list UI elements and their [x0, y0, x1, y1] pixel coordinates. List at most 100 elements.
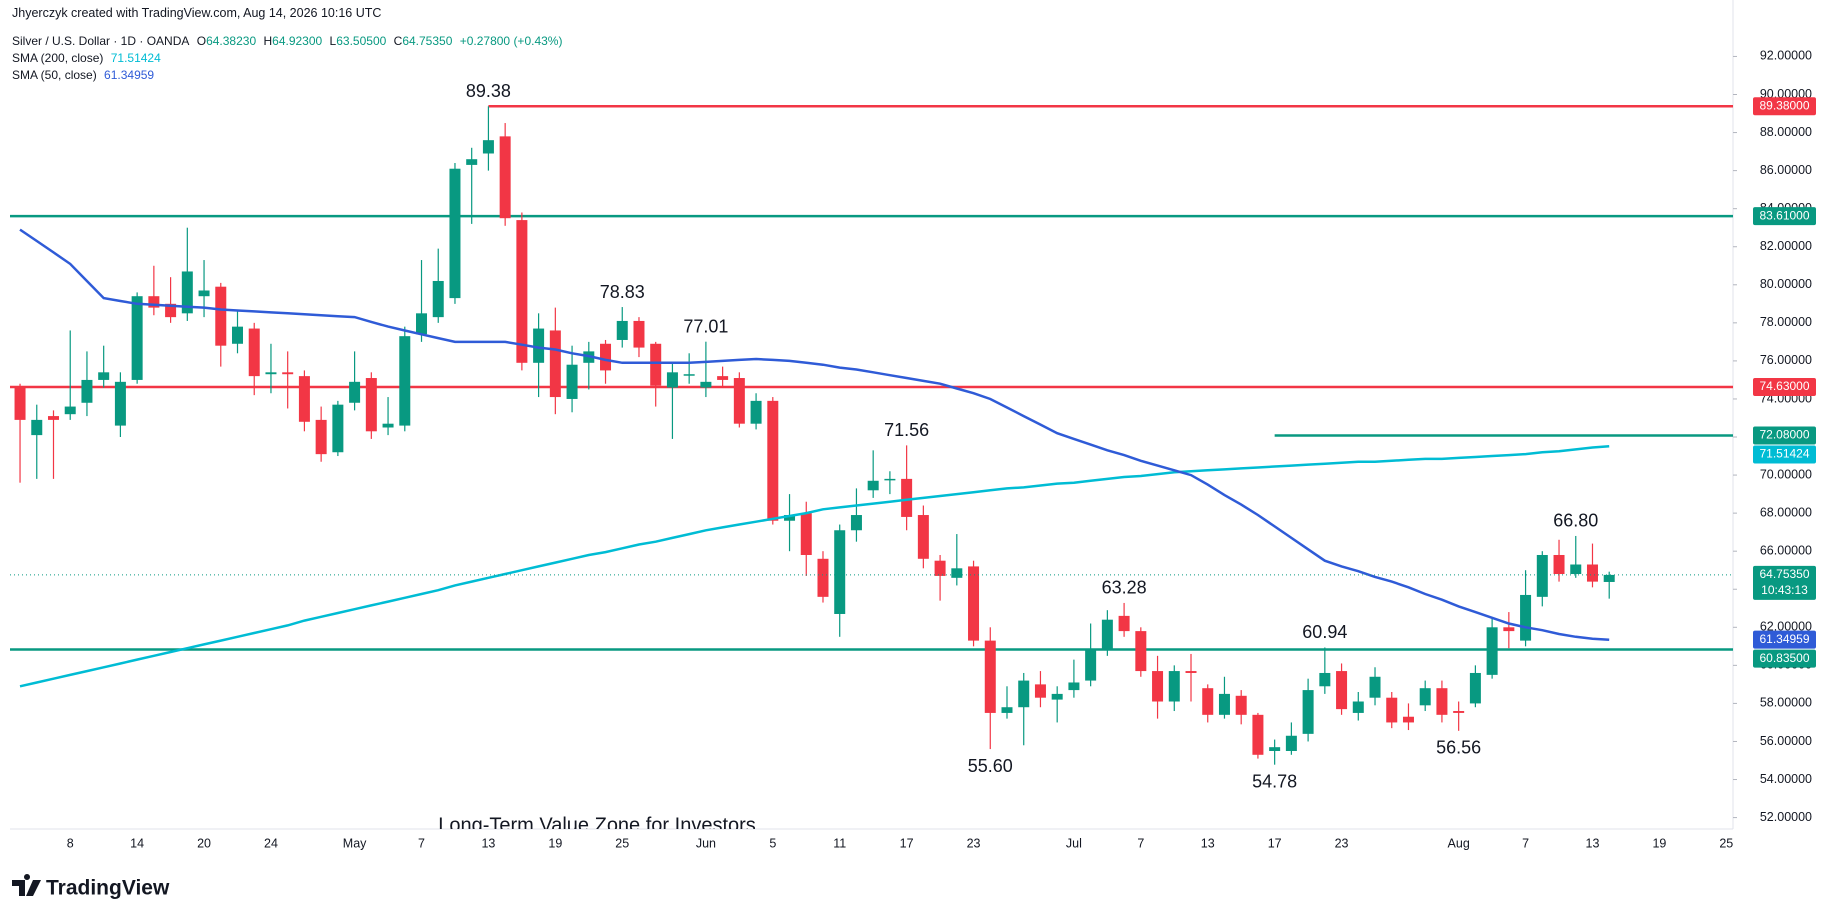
logo: TradingView — [12, 873, 170, 900]
candle-body — [850, 515, 862, 531]
candle-body — [566, 364, 578, 399]
price-tag — [1753, 426, 1816, 445]
candle-body — [901, 478, 913, 517]
candle-body — [1352, 701, 1364, 713]
candle-body — [1001, 707, 1013, 713]
candle-body — [1252, 714, 1264, 755]
candle-body — [633, 320, 645, 348]
candle-body — [984, 640, 996, 713]
candle-body — [31, 419, 43, 436]
x-tick-label: Jul — [1066, 836, 1082, 850]
candle-body — [1152, 671, 1164, 702]
y-tick-label: 62.00000 — [1760, 620, 1812, 634]
candle-body — [1135, 631, 1147, 672]
candle-body — [14, 387, 26, 420]
credit: Jhyerczyk created with TradingView.com, … — [12, 6, 385, 20]
candle-body — [683, 374, 695, 376]
ohlc-value: 64.38230 — [206, 34, 257, 48]
price-tag — [1753, 97, 1816, 116]
x-tick-label: 19 — [548, 836, 562, 850]
candle-body — [265, 372, 277, 375]
candle-body — [114, 381, 126, 426]
candle-body — [399, 336, 411, 426]
candle-body — [516, 220, 528, 363]
price-annotation: 63.28 — [1102, 578, 1147, 598]
x-tick-label: 25 — [615, 836, 629, 850]
candle-body — [750, 400, 762, 424]
price-tag — [1753, 649, 1816, 668]
candle-body — [1269, 747, 1281, 751]
y-tick-label: 66.00000 — [1760, 543, 1812, 557]
price-annotation: 56.56 — [1436, 738, 1481, 758]
candle-body — [1603, 574, 1615, 582]
y-tick-label: 90.00000 — [1760, 87, 1812, 101]
x-tick-label: 8 — [67, 836, 74, 850]
candle-body — [834, 530, 846, 614]
price-tag — [1753, 565, 1816, 600]
candle-body — [1369, 676, 1381, 698]
ohlc-value: 63.50500 — [336, 34, 387, 48]
price-tag — [1753, 377, 1816, 396]
candle-body — [951, 568, 963, 578]
change: +0.27800 (+0.43%) — [459, 34, 563, 48]
candle-body — [148, 296, 160, 308]
candle-body — [934, 560, 946, 576]
note-clip: Long-Term Value Zone for Investors — [438, 814, 756, 829]
candle-body — [315, 419, 327, 455]
candle-body — [298, 376, 310, 422]
candle-body — [666, 372, 678, 388]
candle-body — [499, 136, 511, 219]
candle-body — [215, 286, 227, 346]
candle-body — [432, 280, 444, 318]
candle-body — [1469, 672, 1481, 704]
x-tick-label: 14 — [130, 836, 144, 850]
candle-body — [1168, 671, 1180, 702]
candle-body — [1386, 697, 1398, 723]
logo-text: TradingView — [46, 877, 170, 900]
x-tick-label: 24 — [264, 836, 278, 850]
y-tick-label: 52.00000 — [1760, 810, 1812, 824]
candle-body — [332, 404, 344, 453]
sma-name: SMA (200, close) — [12, 51, 104, 65]
ohlc-key: O — [196, 34, 207, 48]
candle-body — [1402, 716, 1414, 723]
sma-line — [19, 228, 1610, 641]
candle-body — [365, 378, 377, 432]
price-tag-label: 61.34959 — [1759, 632, 1809, 646]
candle-body — [1302, 690, 1314, 734]
y-tick-label: 58.00000 — [1760, 696, 1812, 710]
candle-body — [81, 379, 93, 403]
ohlc-key: H — [263, 34, 273, 48]
y-tick-label: 76.00000 — [1760, 353, 1812, 367]
candle-body — [1503, 627, 1515, 632]
x-tick-label: 5 — [769, 836, 776, 850]
y-tick-label: 54.00000 — [1760, 772, 1812, 786]
price-tag-label: 60.83500 — [1759, 651, 1809, 665]
y-tick-label: 82.00000 — [1760, 239, 1812, 253]
candle-body — [198, 290, 210, 297]
candle-body — [1436, 688, 1448, 715]
x-tick-label: 13 — [481, 836, 495, 850]
candle-body — [131, 296, 143, 380]
x-tick-label: 23 — [1335, 836, 1349, 850]
candle-body — [248, 328, 260, 377]
y-tick-label: 70.00000 — [1760, 467, 1812, 481]
sma-line — [19, 445, 1610, 688]
candle-body — [232, 326, 244, 344]
candle-body — [784, 515, 796, 521]
candle-body — [1520, 594, 1532, 641]
candle-body — [98, 372, 110, 380]
candle-body — [917, 515, 929, 559]
price-tag — [1753, 445, 1816, 464]
candle-body — [64, 406, 76, 415]
candle-body — [1034, 684, 1046, 698]
candle-body — [1419, 688, 1431, 706]
price-annotation: 60.94 — [1302, 622, 1347, 642]
x-tick-label: 19 — [1652, 836, 1666, 850]
plot — [10, 105, 1733, 765]
candle-body — [800, 513, 812, 555]
x-tick-label: 13 — [1201, 836, 1215, 850]
logo-icon — [12, 873, 41, 896]
